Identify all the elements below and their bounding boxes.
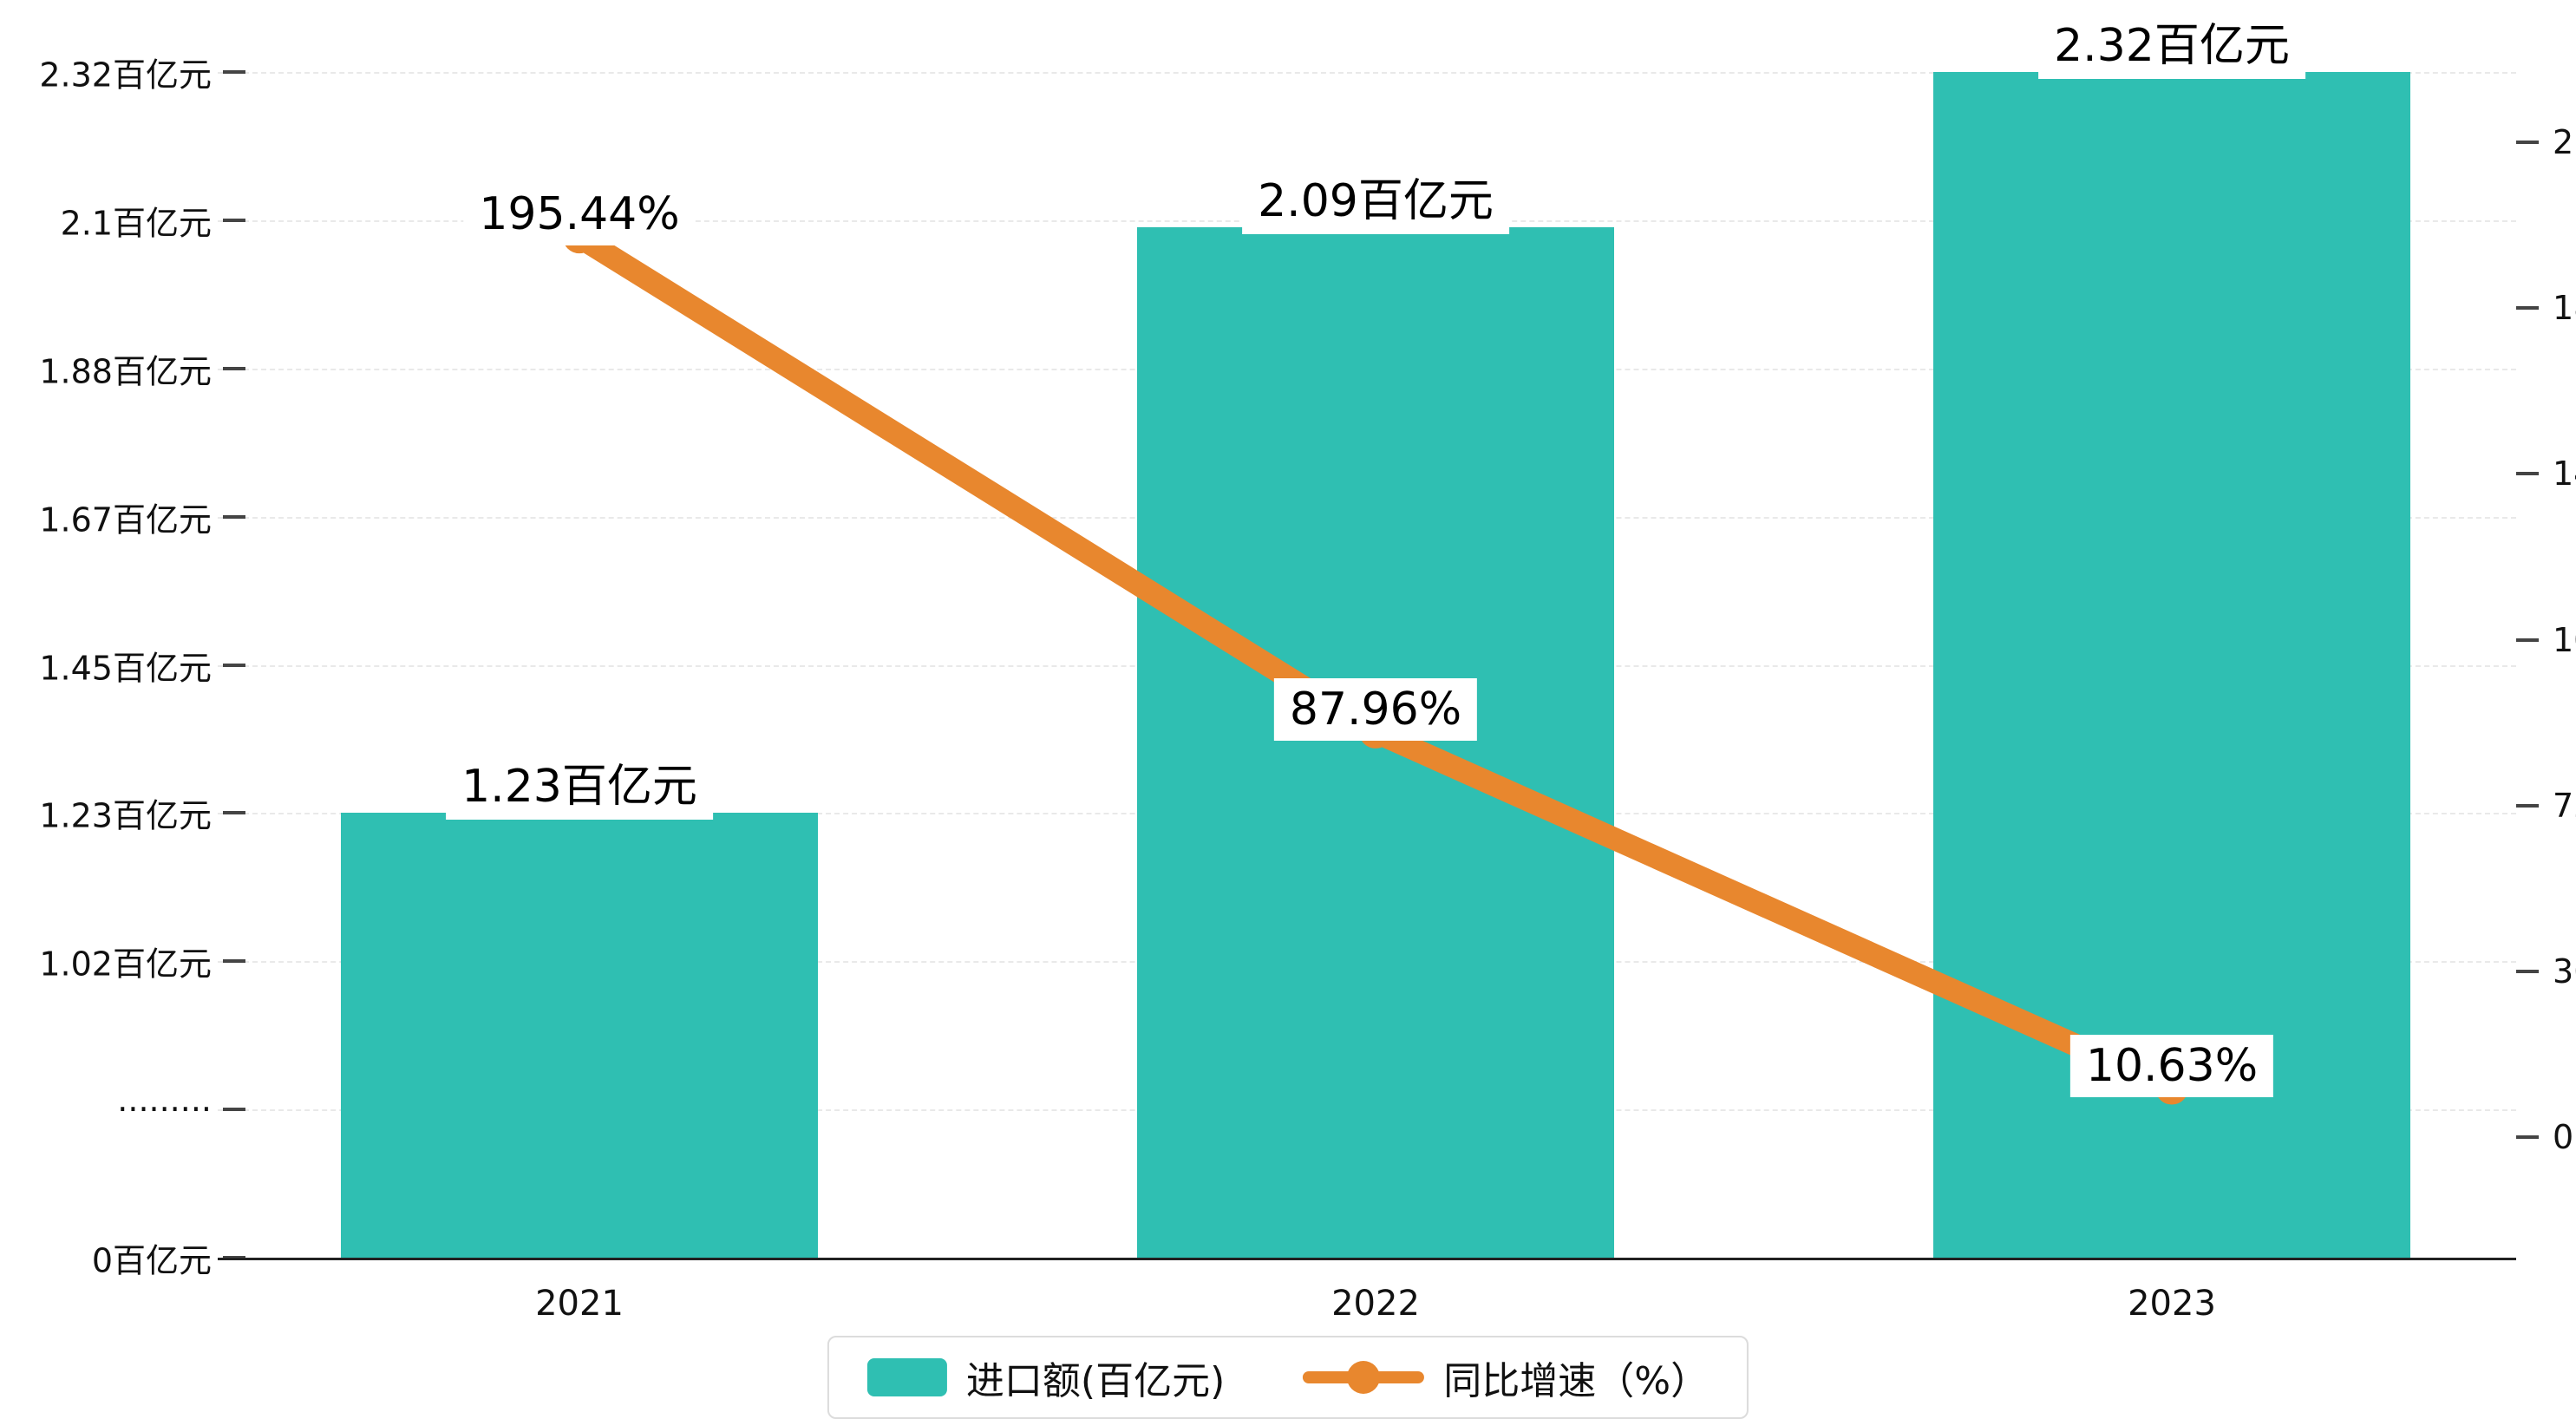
- left-axis-tick: [223, 70, 245, 74]
- left-axis-tick: [223, 218, 245, 222]
- bar-label-2022: 2.09百亿元: [1242, 158, 1509, 234]
- left-axis-tick-label: 2.32百亿元: [39, 56, 212, 95]
- x-axis-line: [218, 1258, 2516, 1260]
- right-axis-tick: [2516, 1135, 2539, 1139]
- left-axis-tick-label: 1.45百亿元: [39, 649, 212, 687]
- right-axis-tick: [2516, 306, 2539, 311]
- left-axis-tick: [223, 366, 245, 370]
- left-axis-tick-label: 1.23百亿元: [39, 796, 212, 835]
- right-axis-tick-label: 108: [2553, 620, 2576, 659]
- right-axis-tick-label: 36: [2553, 951, 2576, 991]
- legend-label: 同比增速（%）: [1443, 1359, 1710, 1403]
- legend-item-line[interactable]: 同比增速（%）: [1303, 1350, 1709, 1405]
- left-axis-tick: [223, 663, 245, 667]
- gridline: [218, 72, 2516, 74]
- right-axis-tick-label: 0: [2553, 1118, 2574, 1156]
- left-axis-tick-label: 1.88百亿元: [39, 352, 212, 391]
- left-axis-tick-label: 2.1百亿元: [60, 204, 212, 243]
- line-label-2023: 10.63%: [2069, 1034, 2274, 1097]
- right-axis-tick: [2516, 969, 2539, 973]
- left-axis-tick-label: 0百亿元: [91, 1241, 212, 1280]
- legend-item-bar[interactable]: 进口额(百亿元): [866, 1350, 1226, 1405]
- bar-label-2023: 2.32百亿元: [2038, 3, 2305, 79]
- right-axis-tick-label: 72: [2553, 786, 2576, 825]
- left-axis-tick-label: 1.02百亿元: [39, 945, 212, 984]
- right-axis-tick: [2516, 803, 2539, 808]
- growth-line: [568, 226, 2183, 1100]
- legend: 进口额(百亿元) 同比增速（%）: [827, 1336, 1749, 1419]
- left-axis-tick: [223, 514, 245, 519]
- line-dot: [1347, 1361, 1381, 1394]
- line-label-2022: 87.96%: [1273, 677, 1478, 741]
- x-axis-label-2021: 2021: [535, 1284, 624, 1324]
- right-axis-tick: [2516, 638, 2539, 642]
- left-axis-tick-label: 1.67百亿元: [39, 500, 212, 539]
- right-axis-tick-label: 144: [2553, 454, 2576, 494]
- left-axis-tick-label: ·········: [117, 1090, 212, 1129]
- left-axis-tick: [223, 811, 245, 815]
- left-axis-tick: [223, 959, 245, 964]
- right-axis-tick-label: 216: [2553, 123, 2576, 161]
- right-axis-tick: [2516, 141, 2539, 144]
- bar-2021: [341, 813, 818, 1258]
- line-label-2021: 195.44%: [463, 183, 696, 246]
- line-dot-icon: [1303, 1361, 1425, 1394]
- right-axis-tick-label: 180: [2553, 289, 2576, 328]
- bar-label-2021: 1.23百亿元: [446, 744, 713, 821]
- right-axis-tick: [2516, 472, 2539, 476]
- bar-swatch-icon: [866, 1358, 947, 1396]
- legend-label: 进口额(百亿元): [965, 1359, 1226, 1403]
- left-axis-tick: [223, 1108, 245, 1112]
- x-axis-label-2022: 2022: [1331, 1284, 1420, 1324]
- x-axis-label-2023: 2023: [2128, 1284, 2216, 1324]
